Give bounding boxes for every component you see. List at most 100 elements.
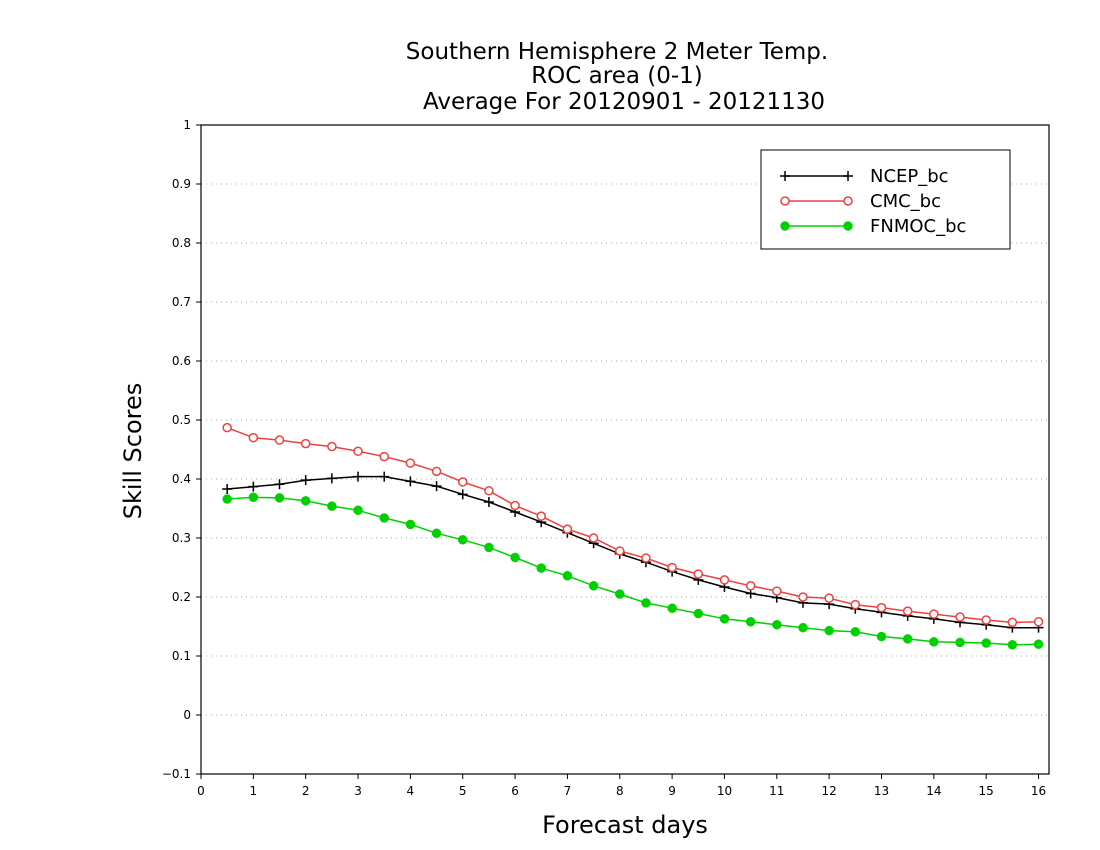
data-point <box>876 631 887 642</box>
data-point <box>981 615 991 625</box>
data-point <box>1007 617 1018 628</box>
data-point <box>274 435 285 445</box>
x-axis-ticks: 0 1 2 3 4 5 6 7 8 9 10 11 12 13 14 15 16 <box>197 774 1046 798</box>
series-line <box>226 426 1039 624</box>
data-point <box>902 606 913 616</box>
data-point <box>615 546 625 556</box>
x-tick-label: 8 <box>616 784 624 798</box>
data-point <box>248 492 259 503</box>
data-point <box>745 581 756 591</box>
data-point <box>1033 639 1044 649</box>
data-point <box>745 617 756 627</box>
data-point <box>483 497 494 508</box>
data-point <box>536 563 546 573</box>
y-tick-label: 0.2 <box>172 590 191 604</box>
x-tick-label: 16 <box>1031 784 1046 798</box>
y-tick-label: −0.1 <box>162 767 191 781</box>
series-line <box>227 496 1039 646</box>
x-tick-label: 11 <box>769 784 784 798</box>
data-point <box>693 608 704 619</box>
data-point <box>1033 617 1044 627</box>
data-point <box>248 481 259 492</box>
chart-title: Southern Hemisphere 2 Meter Temp. ROC ar… <box>406 39 828 115</box>
legend-marker-start <box>780 196 790 206</box>
legend-entry: CMC_bc <box>780 191 941 212</box>
x-tick-label: 4 <box>407 784 415 798</box>
data-point <box>326 473 337 484</box>
data-point <box>431 528 442 539</box>
data-point <box>222 494 232 504</box>
data-point <box>353 446 363 457</box>
y-axis-title: Skill Scores <box>119 383 147 520</box>
data-point <box>772 619 782 630</box>
data-point <box>929 637 939 647</box>
y-tick-label: 0.3 <box>172 531 191 545</box>
data-point <box>562 571 573 581</box>
title-line-3: Average For 20120901 - 20121130 <box>423 89 825 115</box>
x-tick-label: 15 <box>979 784 994 798</box>
data-point <box>955 637 965 648</box>
data-point <box>1007 640 1018 650</box>
data-point <box>588 533 599 543</box>
x-tick-label: 2 <box>302 784 310 798</box>
data-point <box>379 471 390 482</box>
data-point <box>850 599 861 610</box>
x-tick-label: 7 <box>564 784 572 798</box>
legend: NCEP_bc CMC_bc FNMOC_bc <box>760 149 1011 250</box>
x-tick-label: 12 <box>822 784 837 798</box>
data-point <box>615 589 625 599</box>
data-point <box>798 592 808 602</box>
data-point <box>457 477 468 487</box>
data-point <box>300 438 311 449</box>
legend-entry: FNMOC_bc <box>780 216 966 237</box>
y-tick-label: 0.7 <box>172 295 191 309</box>
data-point <box>379 451 389 462</box>
y-tick-label: 0.4 <box>172 472 191 486</box>
data-point <box>824 593 834 603</box>
data-point <box>327 441 337 452</box>
y-tick-label: 0 <box>183 708 191 722</box>
title-line-2: ROC area (0-1) <box>531 63 703 89</box>
data-point <box>405 476 416 487</box>
x-axis-title: Forecast days <box>542 811 708 839</box>
x-tick-label: 13 <box>874 784 889 798</box>
data-point <box>772 586 782 596</box>
data-point <box>824 625 834 636</box>
data-point <box>431 481 442 492</box>
y-tick-label: 0.9 <box>172 177 191 191</box>
series-CMC_bc <box>222 422 1044 628</box>
data-point <box>588 581 599 591</box>
data-point <box>431 466 442 477</box>
data-point <box>484 486 494 496</box>
data-point <box>274 493 285 503</box>
series-line <box>227 475 1039 629</box>
x-tick-label: 1 <box>250 784 258 798</box>
data-point <box>876 602 887 613</box>
data-point <box>562 524 573 534</box>
legend-box <box>760 149 1011 250</box>
data-point <box>798 622 808 633</box>
y-tick-label: 0.6 <box>172 354 191 368</box>
x-tick-label: 6 <box>511 784 519 798</box>
data-point <box>510 552 520 563</box>
title-line-1: Southern Hemisphere 2 Meter Temp. <box>406 39 828 65</box>
data-point <box>248 432 259 443</box>
x-tick-label: 9 <box>668 784 676 798</box>
data-point <box>457 535 468 545</box>
legend-marker-start <box>780 171 790 181</box>
legend-marker-end <box>843 221 853 231</box>
data-point <box>300 475 311 486</box>
legend-entry: NCEP_bc <box>780 166 949 187</box>
legend-label: NCEP_bc <box>870 166 949 187</box>
data-point <box>353 505 363 516</box>
data-point <box>457 489 468 500</box>
data-point <box>379 513 389 523</box>
data-point <box>327 501 337 511</box>
series-FNMOC_bc <box>222 492 1044 650</box>
data-point <box>222 422 232 433</box>
data-point <box>929 609 939 619</box>
series-NCEP_bc <box>222 471 1044 633</box>
y-tick-label: 0.1 <box>172 649 191 663</box>
legend-label: FNMOC_bc <box>870 216 966 237</box>
